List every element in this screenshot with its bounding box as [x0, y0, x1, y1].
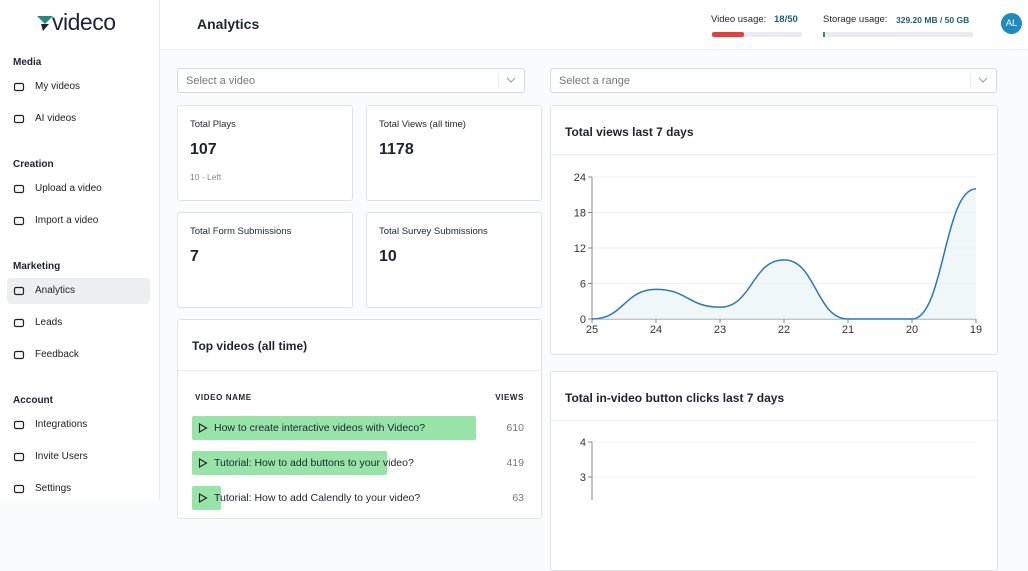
stat-note: 10 - Left — [190, 172, 222, 182]
section-title: Account — [13, 395, 53, 406]
nav-item[interactable]: AI videos — [7, 106, 150, 132]
divider — [178, 370, 541, 371]
nav-item[interactable]: Upload a video — [7, 176, 150, 202]
header: Analytics Video usage: 18/50 Storage usa… — [160, 0, 1028, 50]
nav-label: Integrations — [35, 419, 88, 430]
stat-label: Total Form Submissions — [190, 226, 292, 237]
video-views: 419 — [506, 457, 524, 469]
divider — [551, 420, 997, 421]
chevron — [498, 73, 516, 88]
video-views: 610 — [506, 422, 524, 434]
play-icon — [198, 423, 208, 433]
nav-label: Upload a video — [35, 183, 102, 194]
storage-label: Storage usage: — [823, 14, 888, 25]
section-title: Creation — [13, 159, 54, 170]
nav-item[interactable]: Integrations — [7, 412, 150, 438]
column-header: VIEWS — [495, 393, 524, 402]
stat-card: Total Form Submissions 7 — [177, 212, 353, 308]
video-usage-fill — [712, 32, 745, 37]
stat-label: Total Views (all time) — [379, 119, 466, 130]
avatar[interactable]: AL — [1001, 13, 1022, 34]
nav-icon — [13, 318, 25, 328]
nav-item[interactable]: Leads — [7, 310, 150, 336]
section-title: Marketing — [13, 261, 61, 272]
storage-usage: 329.20 MB / 50 GB — [896, 15, 970, 25]
section-title: Media — [13, 57, 42, 68]
stat-label: Total Plays — [190, 119, 236, 130]
video-usage-label: Video usage: — [711, 14, 767, 25]
nav-item[interactable]: My videos — [7, 74, 150, 100]
range-select[interactable]: Select a range — [550, 68, 997, 93]
nav-item[interactable]: Import a video — [7, 208, 150, 234]
sidebar: videco Media My videos AI videos Creation Up… — [0, 0, 160, 500]
video-usage: 18/50 — [774, 14, 798, 25]
logo-icon — [37, 16, 53, 31]
nav-icon — [13, 216, 25, 226]
storage-bar — [823, 32, 973, 37]
nav-label: Import a video — [35, 215, 99, 226]
nav-icon — [13, 452, 25, 462]
stat-card: Total Survey Submissions 10 — [366, 212, 542, 308]
video-views: 63 — [512, 492, 524, 504]
chart-title: Total views last 7 days — [565, 125, 694, 139]
stat-value: 7 — [190, 248, 199, 265]
chart-card: Total views last 7 days — [550, 105, 998, 355]
chart-card: Total in-video button clicks last 7 days — [550, 371, 998, 571]
nav-item[interactable]: Settings — [7, 476, 150, 502]
video-name[interactable]: Tutorial: How to add buttons to your vid… — [214, 457, 414, 469]
nav-label: AI videos — [35, 113, 77, 124]
nav-item[interactable]: Invite Users — [7, 444, 150, 470]
stat-value: 1178 — [379, 141, 414, 158]
card-title: Top videos (all time) — [192, 339, 308, 353]
view-bar — [192, 451, 388, 475]
chart-title: Total in-video button clicks last 7 days — [565, 391, 785, 405]
video-name[interactable]: Tutorial: How to add Calendly to your vi… — [214, 492, 421, 504]
logo: videco — [52, 9, 116, 35]
video-select-placeholder: Select a video — [186, 75, 256, 87]
video-name[interactable]: How to create interactive videos with Vi… — [214, 422, 426, 434]
storage-fill — [823, 32, 825, 37]
nav-icon — [13, 350, 25, 360]
nav-label: My videos — [35, 81, 81, 92]
nav-icon — [13, 114, 25, 124]
nav-item[interactable]: Analytics — [7, 278, 150, 304]
view-bar — [192, 416, 477, 440]
nav-label: Analytics — [35, 285, 76, 296]
video-usage-bar — [712, 32, 802, 37]
play-icon — [198, 493, 208, 503]
nav-label: Settings — [35, 483, 72, 494]
nav-icon — [13, 286, 25, 296]
nav-icon — [13, 420, 25, 430]
nav-label: Feedback — [35, 349, 79, 360]
nav-icon — [13, 184, 25, 194]
stat-card: Total Views (all time) 1178 — [366, 105, 542, 201]
stat-card: Total Plays 107 10 - Left — [177, 105, 353, 201]
page-title: Analytics — [197, 16, 260, 32]
nav-label: Invite Users — [35, 451, 88, 462]
nav-label: Leads — [35, 317, 63, 328]
chevron — [970, 73, 988, 88]
column-header: VIDEO NAME — [195, 393, 252, 402]
range-select-placeholder: Select a range — [559, 75, 630, 87]
top-videos-card: Top videos (all time) VIDEO NAME VIEWS H… — [177, 319, 542, 519]
play-icon — [198, 458, 208, 468]
divider — [551, 154, 997, 155]
video-select[interactable]: Select a video — [177, 68, 525, 93]
nav-icon — [13, 82, 25, 92]
stat-value: 10 — [379, 248, 397, 265]
stat-value: 107 — [190, 141, 217, 158]
nav-icon — [13, 484, 25, 494]
nav-item[interactable]: Feedback — [7, 342, 150, 368]
stat-label: Total Survey Submissions — [379, 226, 488, 237]
